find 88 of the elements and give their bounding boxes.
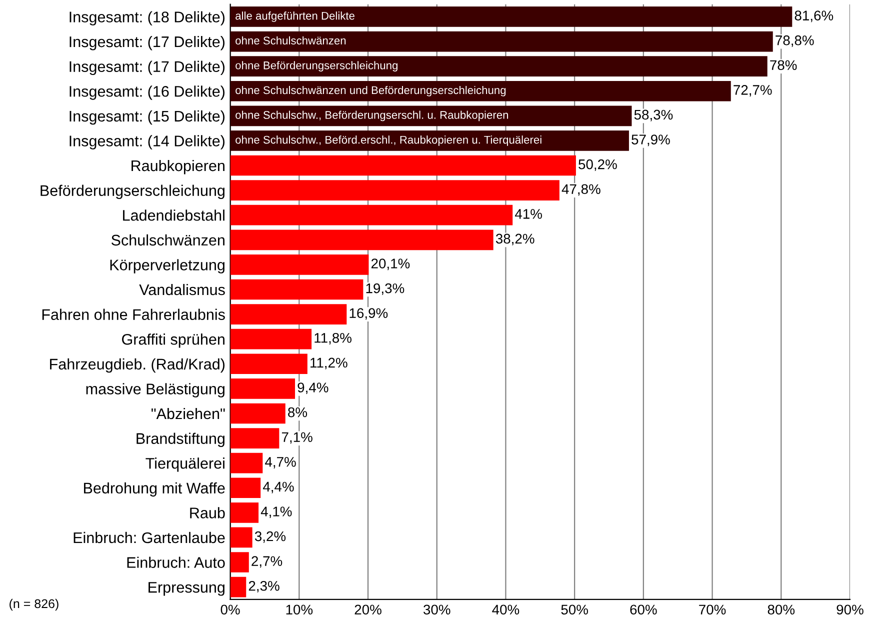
bar	[230, 130, 629, 151]
data-label: 11,8%	[314, 332, 352, 344]
y-tick-label: Brandstiftung	[136, 432, 224, 447]
bar	[230, 155, 576, 176]
x-tick-label: 20%	[354, 604, 382, 615]
annotation: ohne Beförderungserschleichung	[236, 61, 398, 72]
data-label: 41%	[514, 209, 542, 219]
y-tick-label: massive Belästigung	[86, 383, 224, 398]
bar	[230, 478, 261, 498]
y-tick-label: Erpressung	[148, 582, 224, 596]
data-label: 2,7%	[252, 556, 282, 568]
y-tick-label: Raubkopieren	[132, 160, 224, 174]
bar	[230, 527, 252, 548]
y-tick-label: Tierquälerei	[146, 458, 224, 472]
bar	[230, 328, 312, 350]
y-tick-label: Einbruch: Gartenlaube	[74, 532, 225, 544]
data-label: 2,3%	[248, 580, 280, 592]
bar	[230, 452, 263, 474]
y-tick-label: Insgesamt: (17 Delikte)	[70, 36, 224, 50]
data-label: 47,8%	[562, 184, 600, 196]
data-label: 81,6%	[794, 10, 834, 22]
data-label: 7,1%	[282, 432, 312, 444]
data-label: 3,2%	[254, 531, 286, 543]
y-tick-label: Fahrzeugdieb. (Rad/Krad)	[50, 358, 224, 373]
data-label: 4,7%	[265, 457, 296, 468]
data-label: 4,4%	[262, 482, 294, 494]
y-tick-label: Körperverletzung	[110, 259, 224, 274]
data-label: 50,2%	[578, 159, 617, 171]
data-label: 72,7%	[734, 85, 772, 96]
y-tick-label: Beförderungserschleichung	[40, 184, 224, 200]
annotation: ohne Schulschw., Beförd.erschl., Raubkopieren u. Tierquälerei	[236, 136, 542, 146]
bar	[230, 254, 369, 275]
y-tick-label: Insgesamt: (16 Delikte)	[70, 86, 224, 100]
bar	[230, 6, 792, 27]
data-label: 4,1%	[260, 506, 292, 518]
bar	[230, 576, 246, 598]
bar	[230, 403, 286, 424]
data-label: 78%	[770, 60, 797, 70]
data-label: 19,3%	[366, 283, 404, 295]
bar	[230, 31, 773, 52]
text: (n = 826)	[10, 598, 58, 611]
bar	[230, 230, 494, 250]
x-tick-label: 0%	[220, 604, 240, 615]
data-label: 78,8%	[776, 35, 814, 47]
annotation: ohne Schulschwänzen	[236, 36, 346, 45]
bar	[230, 106, 632, 126]
data-label: 20,1%	[371, 258, 410, 270]
x-tick-label: 90%	[836, 604, 864, 615]
y-tick-label: "Abziehen"	[152, 408, 225, 420]
bar	[230, 80, 731, 102]
bar	[230, 279, 364, 300]
annotation: alle aufgeführten Delikte	[236, 12, 354, 22]
y-tick-label: Insgesamt: (17 Delikte)	[70, 60, 224, 76]
bar	[230, 552, 249, 572]
bar	[230, 56, 768, 76]
bar	[230, 304, 347, 324]
data-label: 58,3%	[634, 110, 673, 122]
bar	[230, 428, 280, 448]
y-tick-label: Bedrohung mit Waffe	[84, 482, 225, 497]
bar	[230, 354, 308, 374]
y-tick-label: Raub	[190, 507, 225, 518]
data-label: 8%	[288, 407, 308, 418]
data-label: 57,9%	[632, 134, 670, 146]
y-tick-label: Vandalismus	[139, 284, 225, 296]
x-tick-label: 80%	[768, 604, 795, 615]
data-label: 9,4%	[298, 382, 328, 394]
data-label: 38,2%	[496, 234, 534, 246]
y-tick-label: Insgesamt: (14 Delikte)	[70, 135, 224, 150]
y-tick-label: Graffiti sprühen	[122, 334, 224, 348]
x-tick-label: 10%	[286, 604, 313, 615]
annotation: ohne Schulschw., Beförderungserschl. u. Raubkopieren	[236, 110, 508, 122]
y-tick-label: Ladendiebstahl	[123, 210, 224, 221]
bar	[230, 378, 296, 399]
data-label: 16,9%	[350, 308, 388, 320]
data-label: 11,2%	[310, 358, 348, 370]
y-tick-label: Einbruch: Auto	[127, 556, 225, 568]
x-tick-label: 70%	[699, 604, 726, 615]
x-tick-label: 60%	[630, 604, 657, 615]
y-tick-label: Fahren ohne Fahrerlaubnis	[42, 308, 225, 320]
y-tick-label: Insgesamt: (18 Delikte)	[70, 11, 224, 26]
annotation: ohne Schulschwänzen und Beförderungserschleichung	[236, 86, 506, 96]
x-tick-label: 50%	[561, 604, 588, 615]
x-tick-label: 40%	[492, 604, 520, 615]
bar	[230, 502, 259, 523]
y-tick-label: Schulschwänzen	[111, 234, 224, 246]
y-tick-label: Insgesamt: (15 Delikte)	[70, 110, 224, 125]
x-tick-label: 30%	[423, 604, 450, 615]
bar	[230, 180, 560, 200]
